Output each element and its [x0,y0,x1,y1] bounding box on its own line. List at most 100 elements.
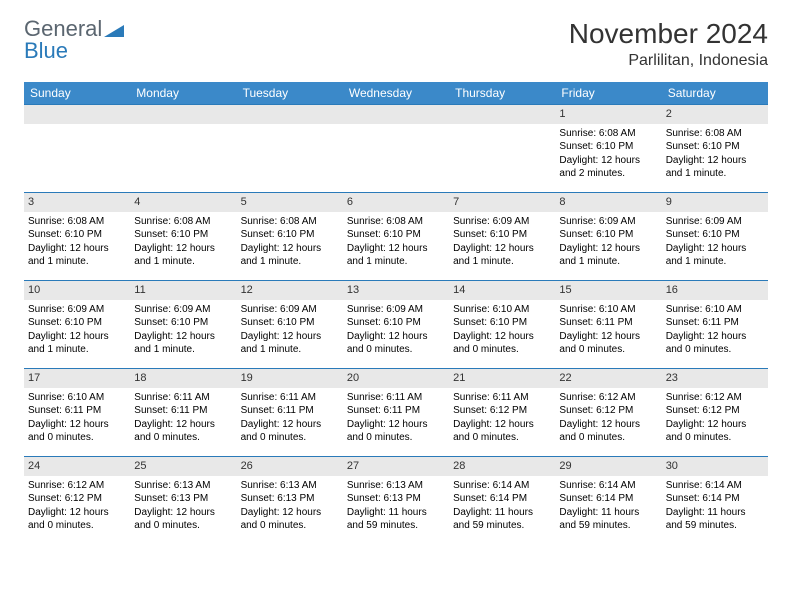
day-number: 13 [343,280,449,300]
sunset-text: Sunset: 6:10 PM [241,316,339,330]
sunrise-text: Sunrise: 6:12 AM [28,479,126,493]
calendar-table: Sunday Monday Tuesday Wednesday Thursday… [24,82,768,544]
sunrise-text: Sunrise: 6:11 AM [134,391,232,405]
title-block: November 2024 Parlilitan, Indonesia [569,18,768,70]
dayheader-fri: Friday [555,82,661,104]
logo-triangle-icon [104,23,124,37]
calendar-cell [343,104,449,192]
calendar-cell: 4Sunrise: 6:08 AMSunset: 6:10 PMDaylight… [130,192,236,280]
daylight-text: Daylight: 12 hours and 0 minutes. [134,506,232,533]
day-number: 5 [237,192,343,212]
sunrise-text: Sunrise: 6:13 AM [134,479,232,493]
sunrise-text: Sunrise: 6:13 AM [347,479,445,493]
day-body: Sunrise: 6:08 AMSunset: 6:10 PMDaylight:… [24,212,130,273]
daylight-text: Daylight: 12 hours and 0 minutes. [134,418,232,445]
daylight-text: Daylight: 12 hours and 0 minutes. [453,418,551,445]
calendar-cell: 2Sunrise: 6:08 AMSunset: 6:10 PMDaylight… [662,104,768,192]
day-number: 12 [237,280,343,300]
sunset-text: Sunset: 6:11 PM [28,404,126,418]
sunset-text: Sunset: 6:10 PM [453,228,551,242]
daylight-text: Daylight: 12 hours and 1 minute. [134,242,232,269]
header: General Blue November 2024 Parlilitan, I… [24,18,768,70]
calendar-cell: 20Sunrise: 6:11 AMSunset: 6:11 PMDayligh… [343,368,449,456]
daylight-text: Daylight: 12 hours and 0 minutes. [347,330,445,357]
day-number: 23 [662,368,768,388]
sunset-text: Sunset: 6:11 PM [347,404,445,418]
brand-part2: Blue [24,38,68,63]
sunrise-text: Sunrise: 6:12 AM [559,391,657,405]
sunrise-text: Sunrise: 6:12 AM [666,391,764,405]
day-body: Sunrise: 6:11 AMSunset: 6:12 PMDaylight:… [449,388,555,449]
sunset-text: Sunset: 6:12 PM [453,404,551,418]
dayheader-thu: Thursday [449,82,555,104]
sunset-text: Sunset: 6:10 PM [666,140,764,154]
daylight-text: Daylight: 12 hours and 0 minutes. [666,330,764,357]
calendar-cell: 27Sunrise: 6:13 AMSunset: 6:13 PMDayligh… [343,456,449,544]
day-number: 29 [555,456,661,476]
sunrise-text: Sunrise: 6:11 AM [241,391,339,405]
calendar-cell: 16Sunrise: 6:10 AMSunset: 6:11 PMDayligh… [662,280,768,368]
day-body: Sunrise: 6:09 AMSunset: 6:10 PMDaylight:… [24,300,130,361]
daylight-text: Daylight: 12 hours and 0 minutes. [28,506,126,533]
calendar-cell: 17Sunrise: 6:10 AMSunset: 6:11 PMDayligh… [24,368,130,456]
day-body: Sunrise: 6:12 AMSunset: 6:12 PMDaylight:… [24,476,130,537]
sunrise-text: Sunrise: 6:08 AM [28,215,126,229]
sunrise-text: Sunrise: 6:14 AM [559,479,657,493]
day-header-row: Sunday Monday Tuesday Wednesday Thursday… [24,82,768,104]
sunrise-text: Sunrise: 6:08 AM [241,215,339,229]
daylight-text: Daylight: 12 hours and 0 minutes. [666,418,764,445]
sunrise-text: Sunrise: 6:10 AM [453,303,551,317]
calendar-cell: 5Sunrise: 6:08 AMSunset: 6:10 PMDaylight… [237,192,343,280]
calendar-cell [130,104,236,192]
calendar-cell: 12Sunrise: 6:09 AMSunset: 6:10 PMDayligh… [237,280,343,368]
day-number: 9 [662,192,768,212]
calendar-cell: 8Sunrise: 6:09 AMSunset: 6:10 PMDaylight… [555,192,661,280]
day-body: Sunrise: 6:11 AMSunset: 6:11 PMDaylight:… [343,388,449,449]
daylight-text: Daylight: 12 hours and 1 minute. [28,242,126,269]
day-number [449,104,555,124]
day-body: Sunrise: 6:13 AMSunset: 6:13 PMDaylight:… [130,476,236,537]
day-body: Sunrise: 6:12 AMSunset: 6:12 PMDaylight:… [555,388,661,449]
day-number: 3 [24,192,130,212]
day-body: Sunrise: 6:08 AMSunset: 6:10 PMDaylight:… [130,212,236,273]
calendar-cell: 11Sunrise: 6:09 AMSunset: 6:10 PMDayligh… [130,280,236,368]
calendar-row: 1Sunrise: 6:08 AMSunset: 6:10 PMDaylight… [24,104,768,192]
sunset-text: Sunset: 6:11 PM [666,316,764,330]
day-body: Sunrise: 6:13 AMSunset: 6:13 PMDaylight:… [343,476,449,537]
calendar-row: 10Sunrise: 6:09 AMSunset: 6:10 PMDayligh… [24,280,768,368]
day-number: 25 [130,456,236,476]
day-number: 11 [130,280,236,300]
calendar-cell: 24Sunrise: 6:12 AMSunset: 6:12 PMDayligh… [24,456,130,544]
day-number: 17 [24,368,130,388]
daylight-text: Daylight: 12 hours and 0 minutes. [241,418,339,445]
sunset-text: Sunset: 6:10 PM [666,228,764,242]
day-number: 18 [130,368,236,388]
calendar-cell: 3Sunrise: 6:08 AMSunset: 6:10 PMDaylight… [24,192,130,280]
day-body: Sunrise: 6:09 AMSunset: 6:10 PMDaylight:… [130,300,236,361]
sunset-text: Sunset: 6:14 PM [453,492,551,506]
calendar-cell: 25Sunrise: 6:13 AMSunset: 6:13 PMDayligh… [130,456,236,544]
calendar-cell: 23Sunrise: 6:12 AMSunset: 6:12 PMDayligh… [662,368,768,456]
sunrise-text: Sunrise: 6:11 AM [347,391,445,405]
day-body: Sunrise: 6:10 AMSunset: 6:11 PMDaylight:… [555,300,661,361]
day-number [237,104,343,124]
day-number: 10 [24,280,130,300]
day-number: 4 [130,192,236,212]
daylight-text: Daylight: 12 hours and 1 minute. [134,330,232,357]
daylight-text: Daylight: 11 hours and 59 minutes. [559,506,657,533]
day-number: 21 [449,368,555,388]
daylight-text: Daylight: 12 hours and 1 minute. [28,330,126,357]
day-body: Sunrise: 6:11 AMSunset: 6:11 PMDaylight:… [130,388,236,449]
daylight-text: Daylight: 12 hours and 0 minutes. [453,330,551,357]
daylight-text: Daylight: 12 hours and 2 minutes. [559,154,657,181]
location-label: Parlilitan, Indonesia [569,52,768,70]
sunset-text: Sunset: 6:10 PM [28,228,126,242]
sunrise-text: Sunrise: 6:14 AM [453,479,551,493]
calendar-cell [24,104,130,192]
sunrise-text: Sunrise: 6:09 AM [241,303,339,317]
sunset-text: Sunset: 6:11 PM [241,404,339,418]
day-number: 15 [555,280,661,300]
calendar-row: 3Sunrise: 6:08 AMSunset: 6:10 PMDaylight… [24,192,768,280]
day-body: Sunrise: 6:09 AMSunset: 6:10 PMDaylight:… [343,300,449,361]
day-number: 6 [343,192,449,212]
